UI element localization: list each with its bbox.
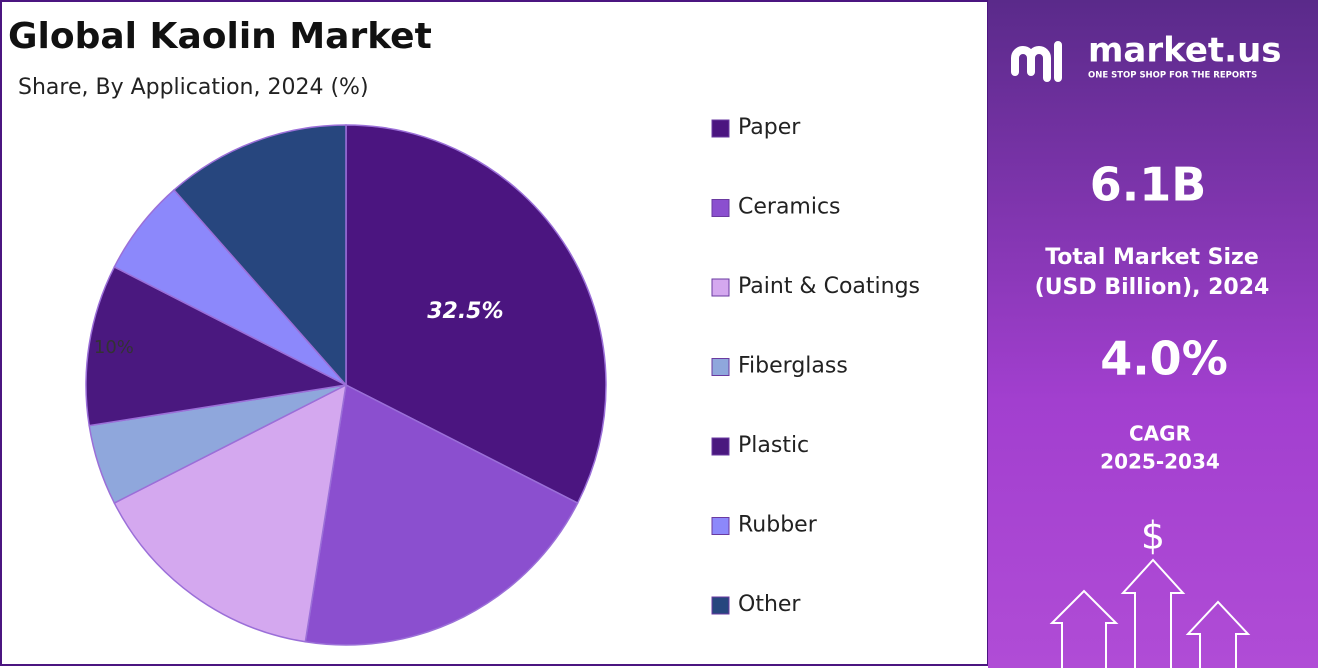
cagr: 4.0%	[1100, 332, 1228, 386]
pie-slice	[345, 124, 607, 505]
market-size-label: Total Market Size	[1045, 245, 1259, 270]
legend: Paper Ceramics Paint & Coatings Fiberglass P…	[711, 115, 920, 617]
arrows-icon	[1049, 558, 1251, 668]
legend-swatch	[711, 199, 730, 217]
legend-label: Ceramics	[738, 195, 841, 220]
legend-swatch	[711, 596, 730, 615]
legend-swatch	[711, 437, 730, 456]
dollar-icon: $	[1141, 514, 1165, 558]
data-label: 10%	[94, 337, 134, 358]
legend-label: Plastic	[738, 433, 809, 458]
legend-label: Rubber	[738, 513, 818, 538]
market-size: 6.1B	[1090, 158, 1207, 212]
legend-label: Paper	[738, 115, 801, 140]
pie-slice	[85, 265, 349, 427]
market-size-label: (USD Billion), 2024	[1035, 275, 1270, 300]
cagr-label: 2025-2034	[1100, 450, 1220, 474]
cagr-label: CAGR	[1129, 422, 1191, 446]
brand: market.us	[1088, 31, 1282, 71]
side-panel	[988, 0, 1318, 668]
legend-label: Other	[738, 592, 801, 617]
legend-swatch	[711, 278, 730, 297]
logo: market.us ONE STOP SHOP FOR THE REPORTS	[1011, 31, 1282, 82]
chart-subtitle: Share, By Application, 2024 (%)	[18, 75, 369, 100]
legend-swatch	[711, 517, 730, 535]
tagline: ONE STOP SHOP FOR THE REPORTS	[1088, 71, 1257, 81]
pie-slice	[173, 124, 347, 387]
data-label: 32.5%	[427, 299, 503, 324]
legend-swatch	[711, 358, 730, 376]
chart-title: Global Kaolin Market	[8, 16, 432, 57]
pie: 32.5% 10%	[85, 124, 607, 646]
legend-swatch	[711, 119, 730, 138]
legend-label: Fiberglass	[738, 354, 848, 379]
pie-slice	[304, 383, 579, 646]
legend-label: Paint & Coatings	[738, 274, 920, 299]
pie-slice	[113, 383, 347, 643]
